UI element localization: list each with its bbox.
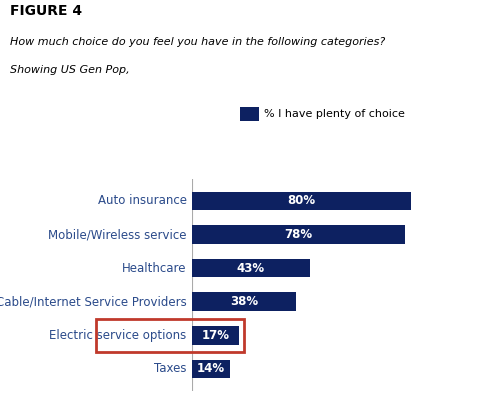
Text: FIGURE 4: FIGURE 4: [10, 4, 82, 18]
Text: % I have plenty of choice: % I have plenty of choice: [264, 109, 405, 119]
Text: 14%: 14%: [197, 362, 225, 375]
Text: Electric service options: Electric service options: [49, 329, 187, 342]
Text: Showing US Gen Pop,: Showing US Gen Pop,: [10, 65, 129, 75]
Text: 78%: 78%: [285, 228, 313, 241]
Text: 38%: 38%: [230, 295, 258, 308]
Text: Taxes: Taxes: [154, 362, 187, 375]
Text: 17%: 17%: [201, 329, 229, 342]
Bar: [192, 293, 296, 311]
Bar: [192, 225, 406, 244]
Bar: [192, 360, 230, 378]
Text: 80%: 80%: [288, 195, 315, 208]
Text: 43%: 43%: [237, 262, 265, 275]
Text: Healthcare: Healthcare: [122, 262, 187, 275]
Text: Mobile/Wireless service: Mobile/Wireless service: [48, 228, 187, 241]
Text: How much choice do you feel you have in the following categories?: How much choice do you feel you have in …: [10, 37, 385, 47]
Text: Auto insurance: Auto insurance: [97, 195, 187, 208]
Bar: [192, 192, 411, 210]
Bar: [96, 319, 244, 352]
Text: Cable/Internet Service Providers: Cable/Internet Service Providers: [0, 295, 187, 308]
Bar: [192, 259, 310, 277]
Bar: [192, 326, 239, 345]
